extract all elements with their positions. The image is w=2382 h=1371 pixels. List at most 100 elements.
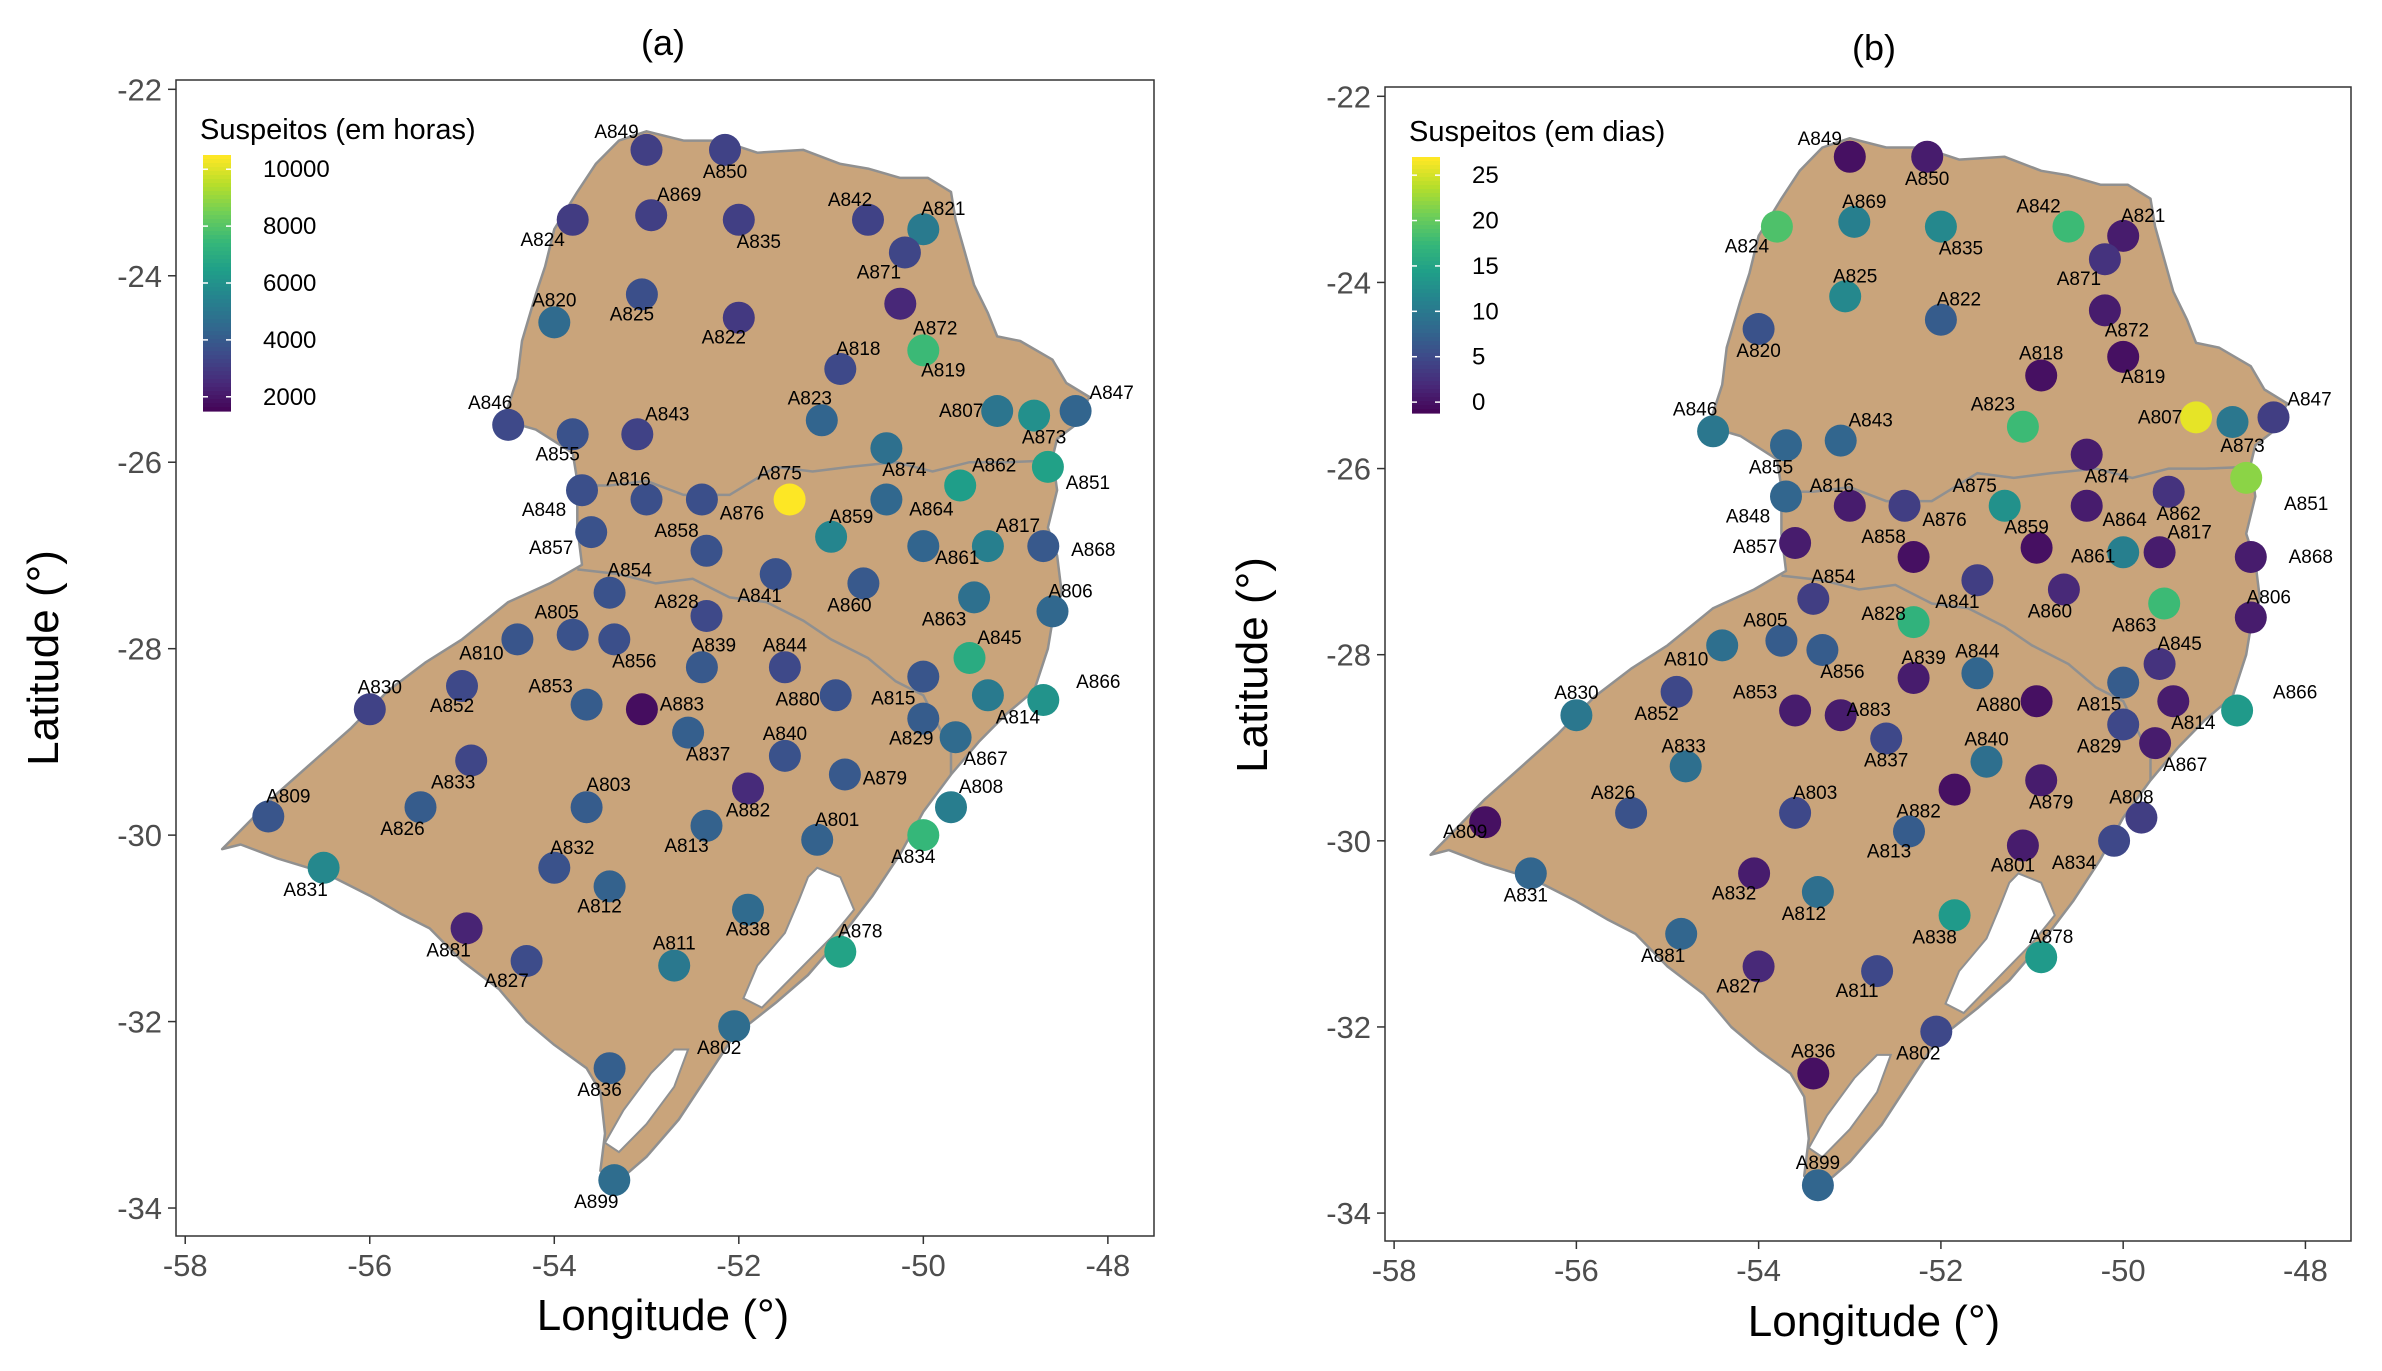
station-label: A856 <box>612 651 656 672</box>
station-label: A846 <box>468 393 512 414</box>
colorbar-segment <box>1412 225 1440 230</box>
panel-b: -58 -56 -54 -52 -50 -48 -22 -24 -26 -28 -30 -32 -34 L… <box>1228 27 2352 1346</box>
panel-title: (b) <box>1852 27 1896 68</box>
colorbar-tick-label: 5 <box>1472 344 1485 371</box>
station-label: A829 <box>889 729 933 750</box>
colorbar-segment <box>203 183 231 188</box>
station-label: A839 <box>1901 648 1945 669</box>
colorbar-tick-label: 10000 <box>263 156 330 183</box>
colorbar-tick-label: 20 <box>1472 208 1499 235</box>
station-label: A876 <box>720 504 764 525</box>
station-point <box>888 236 921 269</box>
station-point <box>1897 662 1930 694</box>
station-label: A858 <box>654 521 698 542</box>
station-label: A857 <box>1733 537 1777 558</box>
colorbar-segment <box>203 207 231 212</box>
station-point <box>2180 401 2213 434</box>
colorbar-segment <box>203 307 231 312</box>
colorbar-segment <box>203 399 231 404</box>
station-point <box>1514 857 1547 890</box>
station-label: A803 <box>1793 783 1837 804</box>
station-point <box>935 791 967 824</box>
colorbar-segment <box>1412 181 1440 186</box>
station-point <box>593 870 626 903</box>
station-label: A838 <box>726 920 770 941</box>
station-label: A845 <box>2157 634 2201 655</box>
station-point <box>658 949 691 982</box>
station-point <box>722 301 755 334</box>
station-point <box>252 800 285 833</box>
station-point <box>538 306 571 339</box>
station-label: A823 <box>788 388 832 409</box>
station-point <box>556 418 589 451</box>
station-label: A899 <box>1796 1153 1840 1174</box>
station-label: A808 <box>2109 788 2153 809</box>
station-point <box>1665 917 1698 950</box>
colorbar-segment <box>1412 213 1440 218</box>
colorbar-segment <box>203 367 231 372</box>
colorbar-segment <box>1412 397 1440 402</box>
station-label: A809 <box>266 787 310 808</box>
colorbar-segment <box>203 235 231 240</box>
colorbar-segment <box>1412 405 1440 410</box>
y-tick-label: -34 <box>117 1191 162 1226</box>
station-point <box>971 530 1004 563</box>
station-label: A846 <box>1673 399 1717 420</box>
station-point <box>690 600 723 632</box>
station-point <box>1861 955 1894 988</box>
colorbar-segment <box>1412 205 1440 210</box>
station-point <box>939 721 972 754</box>
colorbar-segment <box>203 171 231 176</box>
station-label: A847 <box>2287 389 2331 410</box>
colorbar-segment <box>203 271 231 276</box>
y-tick-label: -32 <box>1326 1010 1371 1045</box>
colorbar-tick-label: 2000 <box>263 384 316 411</box>
station-point <box>1920 1015 1953 1048</box>
station-label: A883 <box>1847 700 1891 721</box>
station-point <box>722 203 755 236</box>
station-point <box>1938 773 1971 806</box>
station-point <box>598 1164 631 1197</box>
colorbar-segment <box>203 163 231 168</box>
colorbar-segment <box>1412 281 1440 286</box>
colorbar-segment <box>1412 253 1440 258</box>
colorbar-segment <box>203 359 231 364</box>
state-border <box>572 459 1053 497</box>
y-axis-title: Latitude (°) <box>1228 557 1277 773</box>
colorbar-segment <box>203 407 231 412</box>
station-label: A830 <box>1554 683 1598 704</box>
station-label: A828 <box>1861 604 1905 625</box>
station-point <box>1059 395 1092 427</box>
station-point <box>446 670 478 702</box>
y-tick-label: -28 <box>117 632 162 667</box>
station-point <box>1738 857 1771 890</box>
station-point <box>2221 694 2254 727</box>
colorbar-segment <box>1412 385 1440 390</box>
colorbar-segment <box>1412 349 1440 354</box>
colorbar-segment <box>203 155 231 160</box>
station-label: A805 <box>535 603 579 624</box>
station-label: A871 <box>2057 269 2101 290</box>
colorbar-segment <box>1412 341 1440 346</box>
station-point <box>1697 415 1730 448</box>
state-border <box>1781 574 2152 781</box>
station-point <box>1706 629 1739 662</box>
station-label: A815 <box>2077 695 2121 716</box>
colorbar-segment <box>1412 257 1440 262</box>
station-point <box>625 278 658 311</box>
colorbar-segment <box>1412 293 1440 298</box>
station-point <box>1897 541 1930 573</box>
station-point <box>1938 899 1971 932</box>
colorbar-segment <box>203 275 231 280</box>
colorbar-segment <box>1412 377 1440 382</box>
colorbar-segment <box>1412 237 1440 242</box>
station-label: A851 <box>2284 494 2328 515</box>
station-point <box>510 945 543 977</box>
station-point <box>852 203 884 236</box>
station-label: A867 <box>2163 755 2207 776</box>
station-label: A874 <box>2085 467 2130 488</box>
colorbar-segment <box>1412 301 1440 306</box>
station-point <box>1893 815 1925 848</box>
station-label: A835 <box>737 232 781 253</box>
x-tick-label: -58 <box>1372 1253 1417 1288</box>
